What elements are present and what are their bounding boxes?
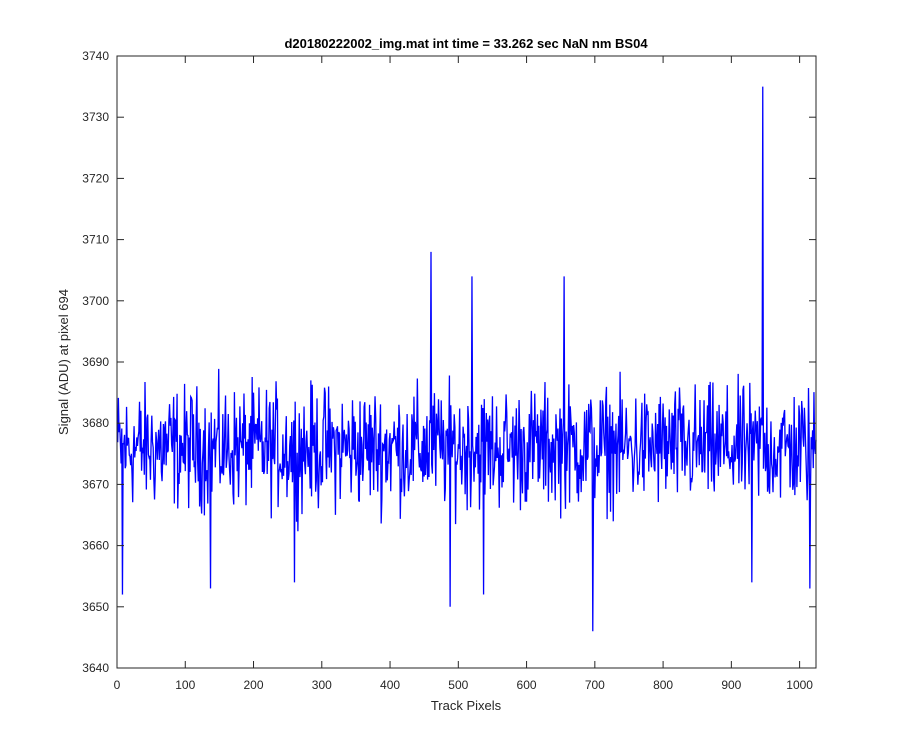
x-tick-label: 0 bbox=[114, 678, 121, 692]
y-tick-label: 3720 bbox=[82, 171, 109, 185]
y-axis: 3640 3650 3660 3670 3680 3690 3700 3710 3720 3730… bbox=[82, 49, 816, 675]
y-axis-label: Signal (ADU) at pixel 694 bbox=[56, 289, 71, 435]
y-tick-label: 3740 bbox=[82, 49, 109, 63]
y-tick-label: 3650 bbox=[82, 600, 109, 614]
x-tick-label: 100 bbox=[175, 678, 195, 692]
x-tick-label: 500 bbox=[448, 678, 468, 692]
y-tick-label: 3660 bbox=[82, 539, 109, 553]
y-tick-label: 3640 bbox=[82, 661, 109, 675]
y-tick-label: 3680 bbox=[82, 416, 109, 430]
x-tick-label: 600 bbox=[517, 678, 537, 692]
x-tick-label: 700 bbox=[585, 678, 605, 692]
y-tick-label: 3730 bbox=[82, 110, 109, 124]
y-tick-label: 3690 bbox=[82, 355, 109, 369]
x-tick-label: 1000 bbox=[786, 678, 813, 692]
x-tick-label: 200 bbox=[244, 678, 264, 692]
x-axis-label: Track Pixels bbox=[431, 698, 502, 713]
x-tick-label: 300 bbox=[312, 678, 332, 692]
y-tick-label: 3670 bbox=[82, 477, 109, 491]
series-line bbox=[117, 86, 817, 632]
x-tick-label: 900 bbox=[721, 678, 741, 692]
y-tick-label: 3700 bbox=[82, 294, 109, 308]
x-tick-label: 400 bbox=[380, 678, 400, 692]
x-tick-label: 800 bbox=[653, 678, 673, 692]
y-tick-label: 3710 bbox=[82, 233, 109, 247]
x-axis: 0 100 200 300 400 500 600 700 800 900 1000 bbox=[114, 56, 813, 692]
chart-title: d20180222002_img.mat int time = 33.262 s… bbox=[284, 36, 648, 51]
plot-area bbox=[117, 56, 816, 668]
series-layer bbox=[117, 86, 817, 632]
